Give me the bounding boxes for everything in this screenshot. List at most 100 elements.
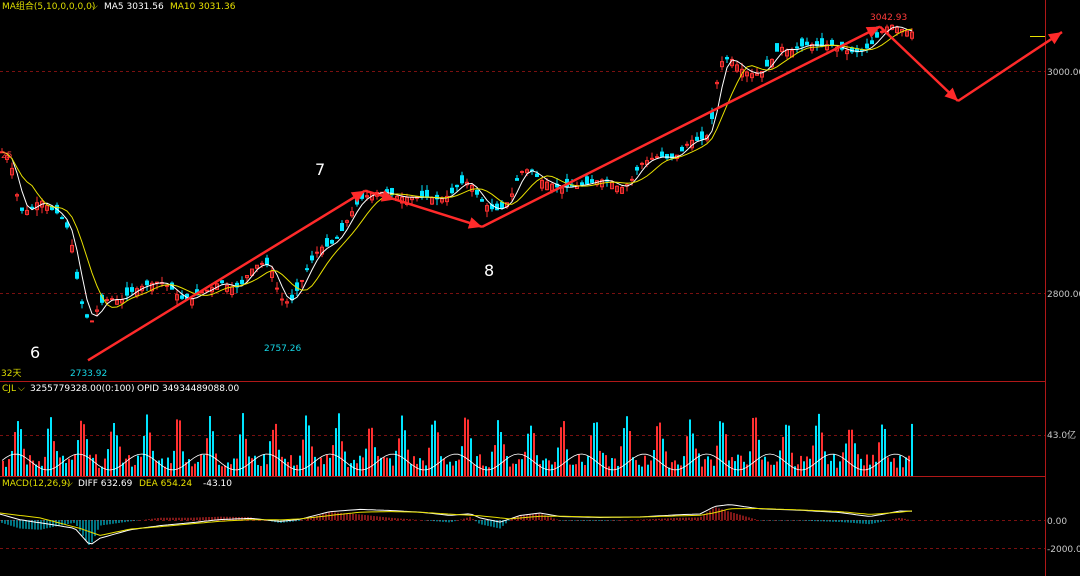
macd-indicator xyxy=(0,504,913,546)
volume-bar xyxy=(572,464,574,476)
candle-body xyxy=(825,44,829,51)
volume-bar xyxy=(335,428,337,476)
volume-header: CJL ⌵ 3255779328.00(0:100) OPID 34934489… xyxy=(2,384,240,394)
wave-label-6: 6 xyxy=(30,343,40,362)
volume-bar xyxy=(746,464,748,476)
candle-body xyxy=(150,282,154,292)
volume-bar xyxy=(521,459,523,476)
high-price-label: 3042.93 xyxy=(870,13,907,23)
volume-bar xyxy=(536,455,538,476)
arrow-head-icon xyxy=(1047,32,1062,45)
volume-bar xyxy=(860,458,862,476)
macd-title[interactable]: MACD(12,26,9) xyxy=(2,479,70,489)
volume-bar xyxy=(74,454,76,476)
volume-bar xyxy=(614,458,616,476)
volume-bar xyxy=(518,459,520,476)
volume-bar xyxy=(131,466,133,476)
volume-bar xyxy=(344,451,346,476)
candle-body xyxy=(705,135,709,141)
volume-bar xyxy=(656,426,658,476)
candle-body xyxy=(745,71,749,77)
volume-bar xyxy=(788,425,790,476)
volume-bar xyxy=(194,463,196,476)
volume-bar xyxy=(449,461,451,476)
candle-body xyxy=(315,251,319,254)
candle-body xyxy=(735,64,739,72)
volume-bar xyxy=(755,417,757,476)
candle-body xyxy=(80,301,84,304)
candle-body xyxy=(715,81,719,85)
candle-body xyxy=(775,43,779,52)
volume-bar xyxy=(8,459,10,476)
annotations: 6 7 8 3042.93 2733.92 2757.26 25 32天 xyxy=(1,13,907,379)
candle-body xyxy=(105,299,109,302)
volume-bar xyxy=(140,456,142,476)
volume-bar xyxy=(740,455,742,476)
candle-body xyxy=(125,287,129,296)
ma-combo-dropdown-icon[interactable]: ⌵ xyxy=(91,2,98,12)
volume-bar xyxy=(524,451,526,476)
candle-body xyxy=(580,182,584,186)
volume-bar xyxy=(350,463,352,476)
candle-body xyxy=(525,169,529,174)
volume-bar xyxy=(563,421,565,476)
volume-bar xyxy=(530,425,532,476)
wave-segment xyxy=(481,25,881,228)
volume-bar xyxy=(35,464,37,476)
candle-body xyxy=(260,262,264,265)
macd-header: MACD(12,26,9) ⌵ DIFF 632.69 DEA 654.24 -… xyxy=(2,479,232,489)
volume-bar xyxy=(653,449,655,476)
volume-bar xyxy=(677,464,679,476)
price-tick-2800: 2800.00 xyxy=(1047,290,1080,300)
candle-body xyxy=(325,238,329,247)
volume-bar xyxy=(5,466,7,476)
volume-bar xyxy=(113,423,115,476)
volume-bar xyxy=(479,454,481,476)
volume-bar xyxy=(176,419,178,476)
volume-bar xyxy=(584,465,586,476)
volume-dropdown-icon[interactable]: ⌵ xyxy=(18,384,25,394)
candle-body xyxy=(780,46,784,53)
volume-bar xyxy=(134,464,136,476)
candle-body xyxy=(205,289,209,292)
volume-bar xyxy=(212,431,214,476)
volume-bar xyxy=(182,451,184,476)
volume-bar xyxy=(203,455,205,476)
volume-bar xyxy=(65,463,67,476)
candle-body xyxy=(280,298,284,301)
volume-bar xyxy=(191,466,193,476)
volume-bar xyxy=(32,460,34,476)
volume-bar xyxy=(230,464,232,476)
volume-bar xyxy=(698,453,700,476)
volume-bar xyxy=(83,424,85,476)
volume-bar xyxy=(770,464,772,476)
volume-bar xyxy=(290,455,292,476)
volume-bar xyxy=(569,464,571,476)
volume-bar xyxy=(545,458,547,476)
volume-bar xyxy=(560,427,562,476)
volume-bar xyxy=(296,464,298,476)
volume-bar xyxy=(782,436,784,476)
candle-body xyxy=(255,264,259,269)
volume-bar xyxy=(56,451,58,476)
volume-title[interactable]: CJL xyxy=(2,384,16,394)
macd-dropdown-icon[interactable]: ⌵ xyxy=(66,479,73,489)
candle-body xyxy=(25,209,29,215)
volume-bar xyxy=(593,422,595,476)
volume-bar xyxy=(149,432,151,476)
candle-body xyxy=(445,195,449,203)
volume-bar xyxy=(896,467,898,476)
volume-bar xyxy=(317,466,319,476)
volume-bar xyxy=(485,466,487,476)
candle-body xyxy=(85,314,89,318)
candle-body xyxy=(795,46,799,49)
volume-bar xyxy=(311,446,313,476)
volume-bar xyxy=(17,421,19,476)
ma-combo-label[interactable]: MA组合(5,10,0,0,0,0) xyxy=(2,0,95,12)
volume-bar xyxy=(803,461,805,476)
candle-body xyxy=(365,195,369,198)
volume-bar xyxy=(89,454,91,476)
volume-bar xyxy=(854,443,856,476)
candle-body xyxy=(245,275,249,279)
